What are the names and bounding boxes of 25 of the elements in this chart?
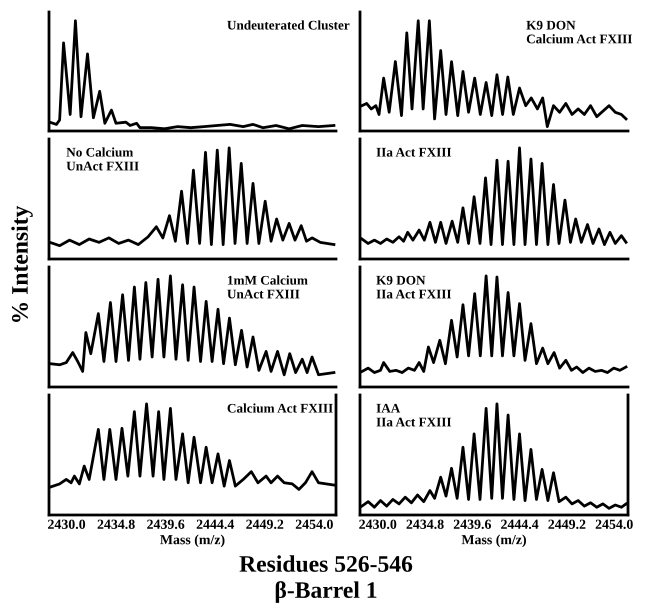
x-tick-label: 2454.0 (596, 520, 633, 529)
annotation: IIa Act FXIII (376, 148, 452, 157)
x-tick-label: 2430.0 (359, 520, 396, 529)
annotation: K9 DON Calcium Act FXIII (526, 20, 632, 44)
annotation: Calcium Act FXIII (228, 403, 333, 413)
x-tick-label: 2444.4 (501, 520, 538, 529)
x-tick-label: 2439.6 (147, 520, 184, 529)
text: β-Barrel 1 (276, 581, 376, 603)
x-tick-label: 2449.2 (548, 520, 586, 529)
x-tick-label: 2454.0 (296, 520, 333, 529)
text: Residues 526-546 (239, 555, 412, 572)
x-axis-title: Mass (m/z) (160, 534, 224, 548)
y-axis-title: % Intensity (11, 206, 33, 322)
x-tick-label: 2439.6 (454, 520, 492, 529)
annotation: 1mM Calcium UnAct FXIII (227, 275, 308, 298)
x-tick-label: 2434.8 (406, 520, 444, 529)
x-tick-label: 2434.8 (98, 520, 135, 529)
x-tick-label: 2444.4 (196, 520, 234, 529)
annotation: Undeuterated Cluster (227, 20, 350, 30)
annotation: K9 DON IIa Act FXIII (376, 276, 452, 298)
annotation: IAA IIa Act FXIII (376, 404, 452, 426)
x-tick-label: 2430.0 (48, 520, 86, 529)
x-axis-title: Mass (m/z) (462, 534, 526, 548)
x-tick-label: 2449.2 (246, 520, 284, 529)
annotation: No Calcium UnAct FXIII (66, 147, 139, 170)
